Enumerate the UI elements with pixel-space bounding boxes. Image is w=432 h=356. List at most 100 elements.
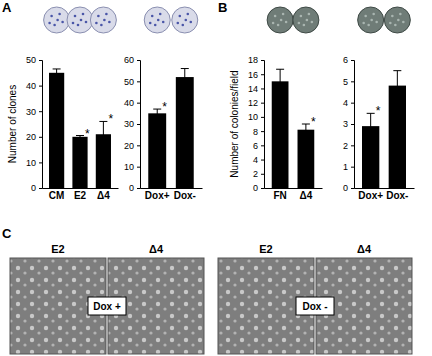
x-tick: Δ4 [97,188,110,201]
dish-colony [97,15,100,18]
error-bar-cap [76,138,84,139]
bar [49,73,64,188]
dish-colony [151,15,154,18]
dish-colony [178,15,181,18]
error-bar-stem [305,124,306,135]
y-tick-mark [39,86,42,87]
panel-label: A [2,0,12,15]
x-axis: FNΔ4 [265,188,323,201]
y-axis-title: Number of colonies/field [229,70,240,177]
significance-mark: * [376,104,381,118]
dish-colony [311,21,314,24]
y-tick-label: 0 [253,183,258,193]
dish-image [44,7,70,33]
significance-mark: * [311,115,316,129]
dish-colony [367,24,370,27]
error-bar-cap [393,100,401,101]
dish-colony [85,21,88,24]
y-tick: 10 [248,112,264,122]
error-bar-stem [56,69,57,77]
error-bar-stem [103,121,104,147]
error-bar-cap [53,76,61,77]
x-tick-label: Dox+ [358,190,383,201]
dish-colony [272,22,275,25]
y-tick-label: 6 [343,55,348,65]
y-tick-label: 4 [253,155,258,165]
dish-colony [364,15,367,18]
micrograph-label: Δ4 [357,243,372,255]
condition-box: Dox + [88,297,126,315]
y-tick-mark [261,60,264,61]
y-tick-mark [39,188,42,189]
error-bar-cap [99,147,107,148]
x-axis-line [355,188,415,189]
panel-label: B [218,0,227,15]
y-tick-label: 2 [253,169,258,179]
x-tick-label: Dox- [386,190,408,201]
x-tick-label: Dox+ [145,190,170,201]
error-bar-cap [99,121,107,122]
y-tick-mark [351,167,354,168]
y-tick: 18 [248,55,264,65]
dish-colony [394,24,397,27]
x-tick: Dox- [386,188,408,201]
y-tick-label: 14 [248,84,258,94]
x-axis-line [43,188,119,189]
y-tick: 1 [343,162,354,172]
y-tick-label: 40 [26,81,36,91]
dish-colony [397,19,400,22]
error-bar [302,124,310,135]
error-bar [76,136,84,139]
y-tick: 4 [343,98,354,108]
error-bar-stem [157,109,158,118]
dish [384,7,410,33]
y-tick: 10 [124,162,140,172]
error-bar-stem [184,69,185,86]
y-tick: 20 [26,132,42,142]
x-tick-label: Δ4 [97,190,110,201]
dish-colony [157,19,160,22]
dish-colony [298,22,301,25]
figure: 01020304050CME2Δ4Number of clones**01020… [0,0,432,356]
dish-colony [95,22,98,25]
dish-colony [56,19,59,22]
bar [176,77,194,188]
x-tick: E2 [74,188,87,201]
error-bar-stem [397,71,398,101]
y-axis-line [137,61,141,189]
y-tick: 30 [124,119,140,129]
y-tick-mark [39,162,42,163]
y-tick: 60 [124,55,140,65]
y-tick: 3 [343,119,354,129]
y-tick-label: 50 [26,55,36,65]
dish [267,7,293,33]
dish-colony [176,22,179,25]
dish-image [293,7,319,33]
y-tick-mark [261,117,264,118]
y-tick-mark [137,103,140,104]
dish-colony [285,21,288,24]
y-tick: 6 [343,55,354,65]
y-tick-mark [351,188,354,189]
dish-colony [77,24,80,27]
y-tick-mark [351,103,354,104]
dish [172,7,198,33]
dish-colony [282,13,285,16]
error-bar [367,113,375,139]
error-bar-stem [280,69,281,93]
y-tick: 8 [253,126,264,136]
bar [148,113,166,188]
y-tick-mark [351,124,354,125]
error-bar [393,71,401,101]
y-tick-mark [261,188,264,189]
dish-colony [108,21,111,24]
bar-chart: 0123456Dox+Dox-* [343,7,415,201]
dish [144,7,170,33]
y-tick-mark [261,160,264,161]
x-axis-line [141,188,203,189]
x-tick: Dox+ [358,188,383,201]
y-tick-label: 4 [343,98,348,108]
y-tick-label: 10 [26,158,36,168]
dish [67,7,93,33]
micrograph-label: E2 [259,243,272,255]
